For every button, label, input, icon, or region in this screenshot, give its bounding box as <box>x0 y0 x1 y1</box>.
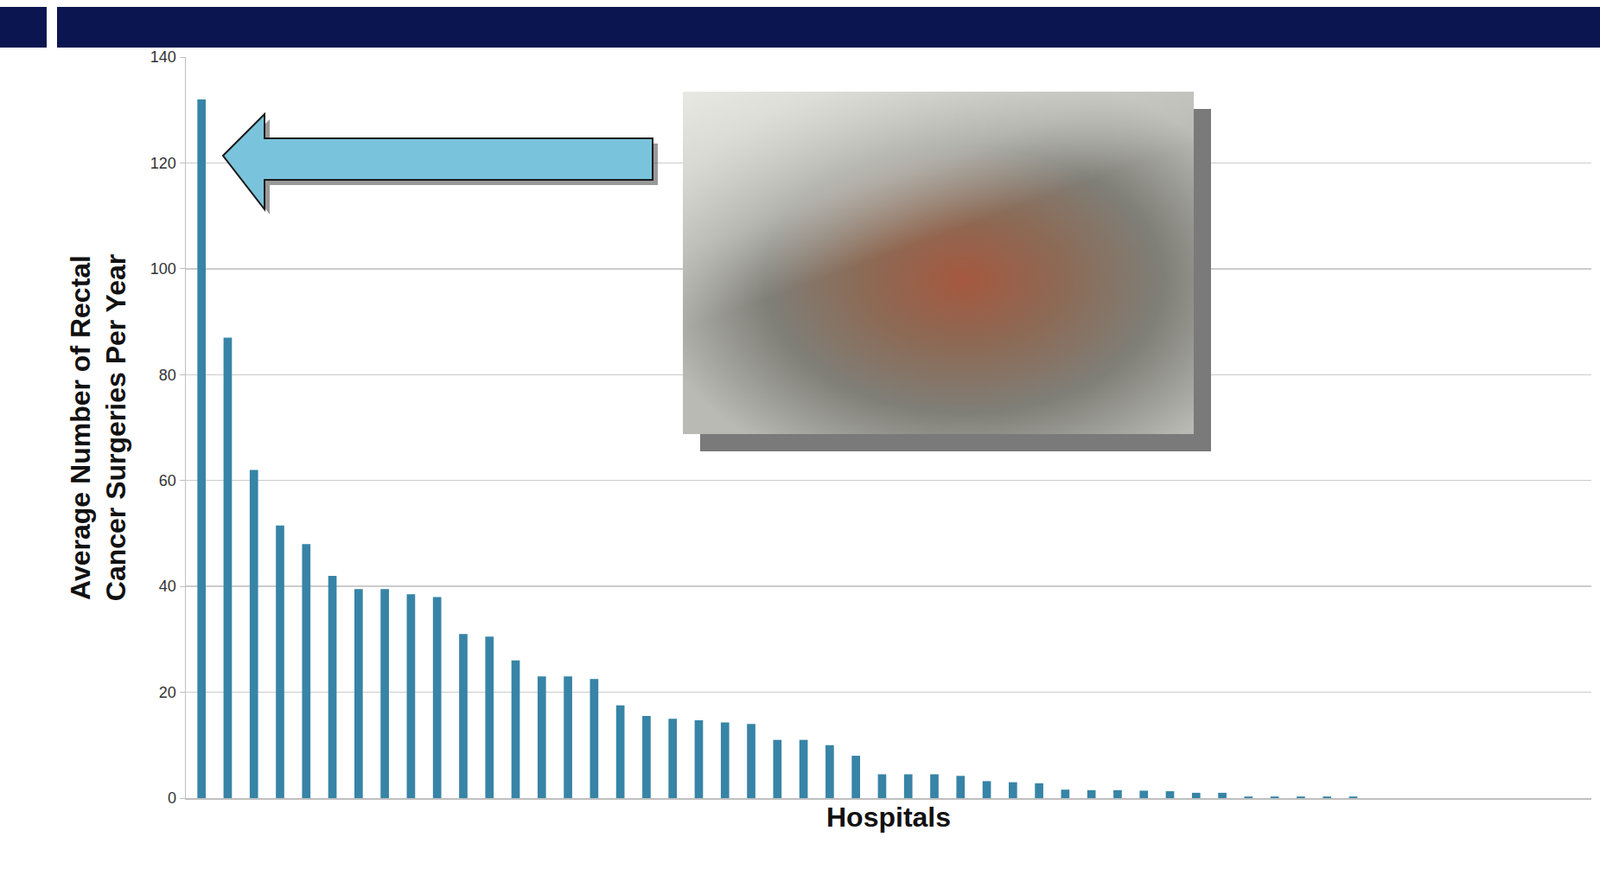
svg-text:Hospitals: Hospitals <box>826 801 951 833</box>
svg-text:0: 0 <box>167 789 177 807</box>
svg-text:Average Number of RectalCancer: Average Number of RectalCancer Surgeries… <box>64 254 133 601</box>
svg-text:20: 20 <box>159 683 177 702</box>
svg-text:120: 120 <box>150 154 177 173</box>
svg-text:100: 100 <box>150 260 177 278</box>
svg-text:80: 80 <box>159 366 177 384</box>
svg-text:140: 140 <box>150 48 177 66</box>
svg-text:40: 40 <box>159 577 177 595</box>
svg-text:60: 60 <box>159 471 177 490</box>
